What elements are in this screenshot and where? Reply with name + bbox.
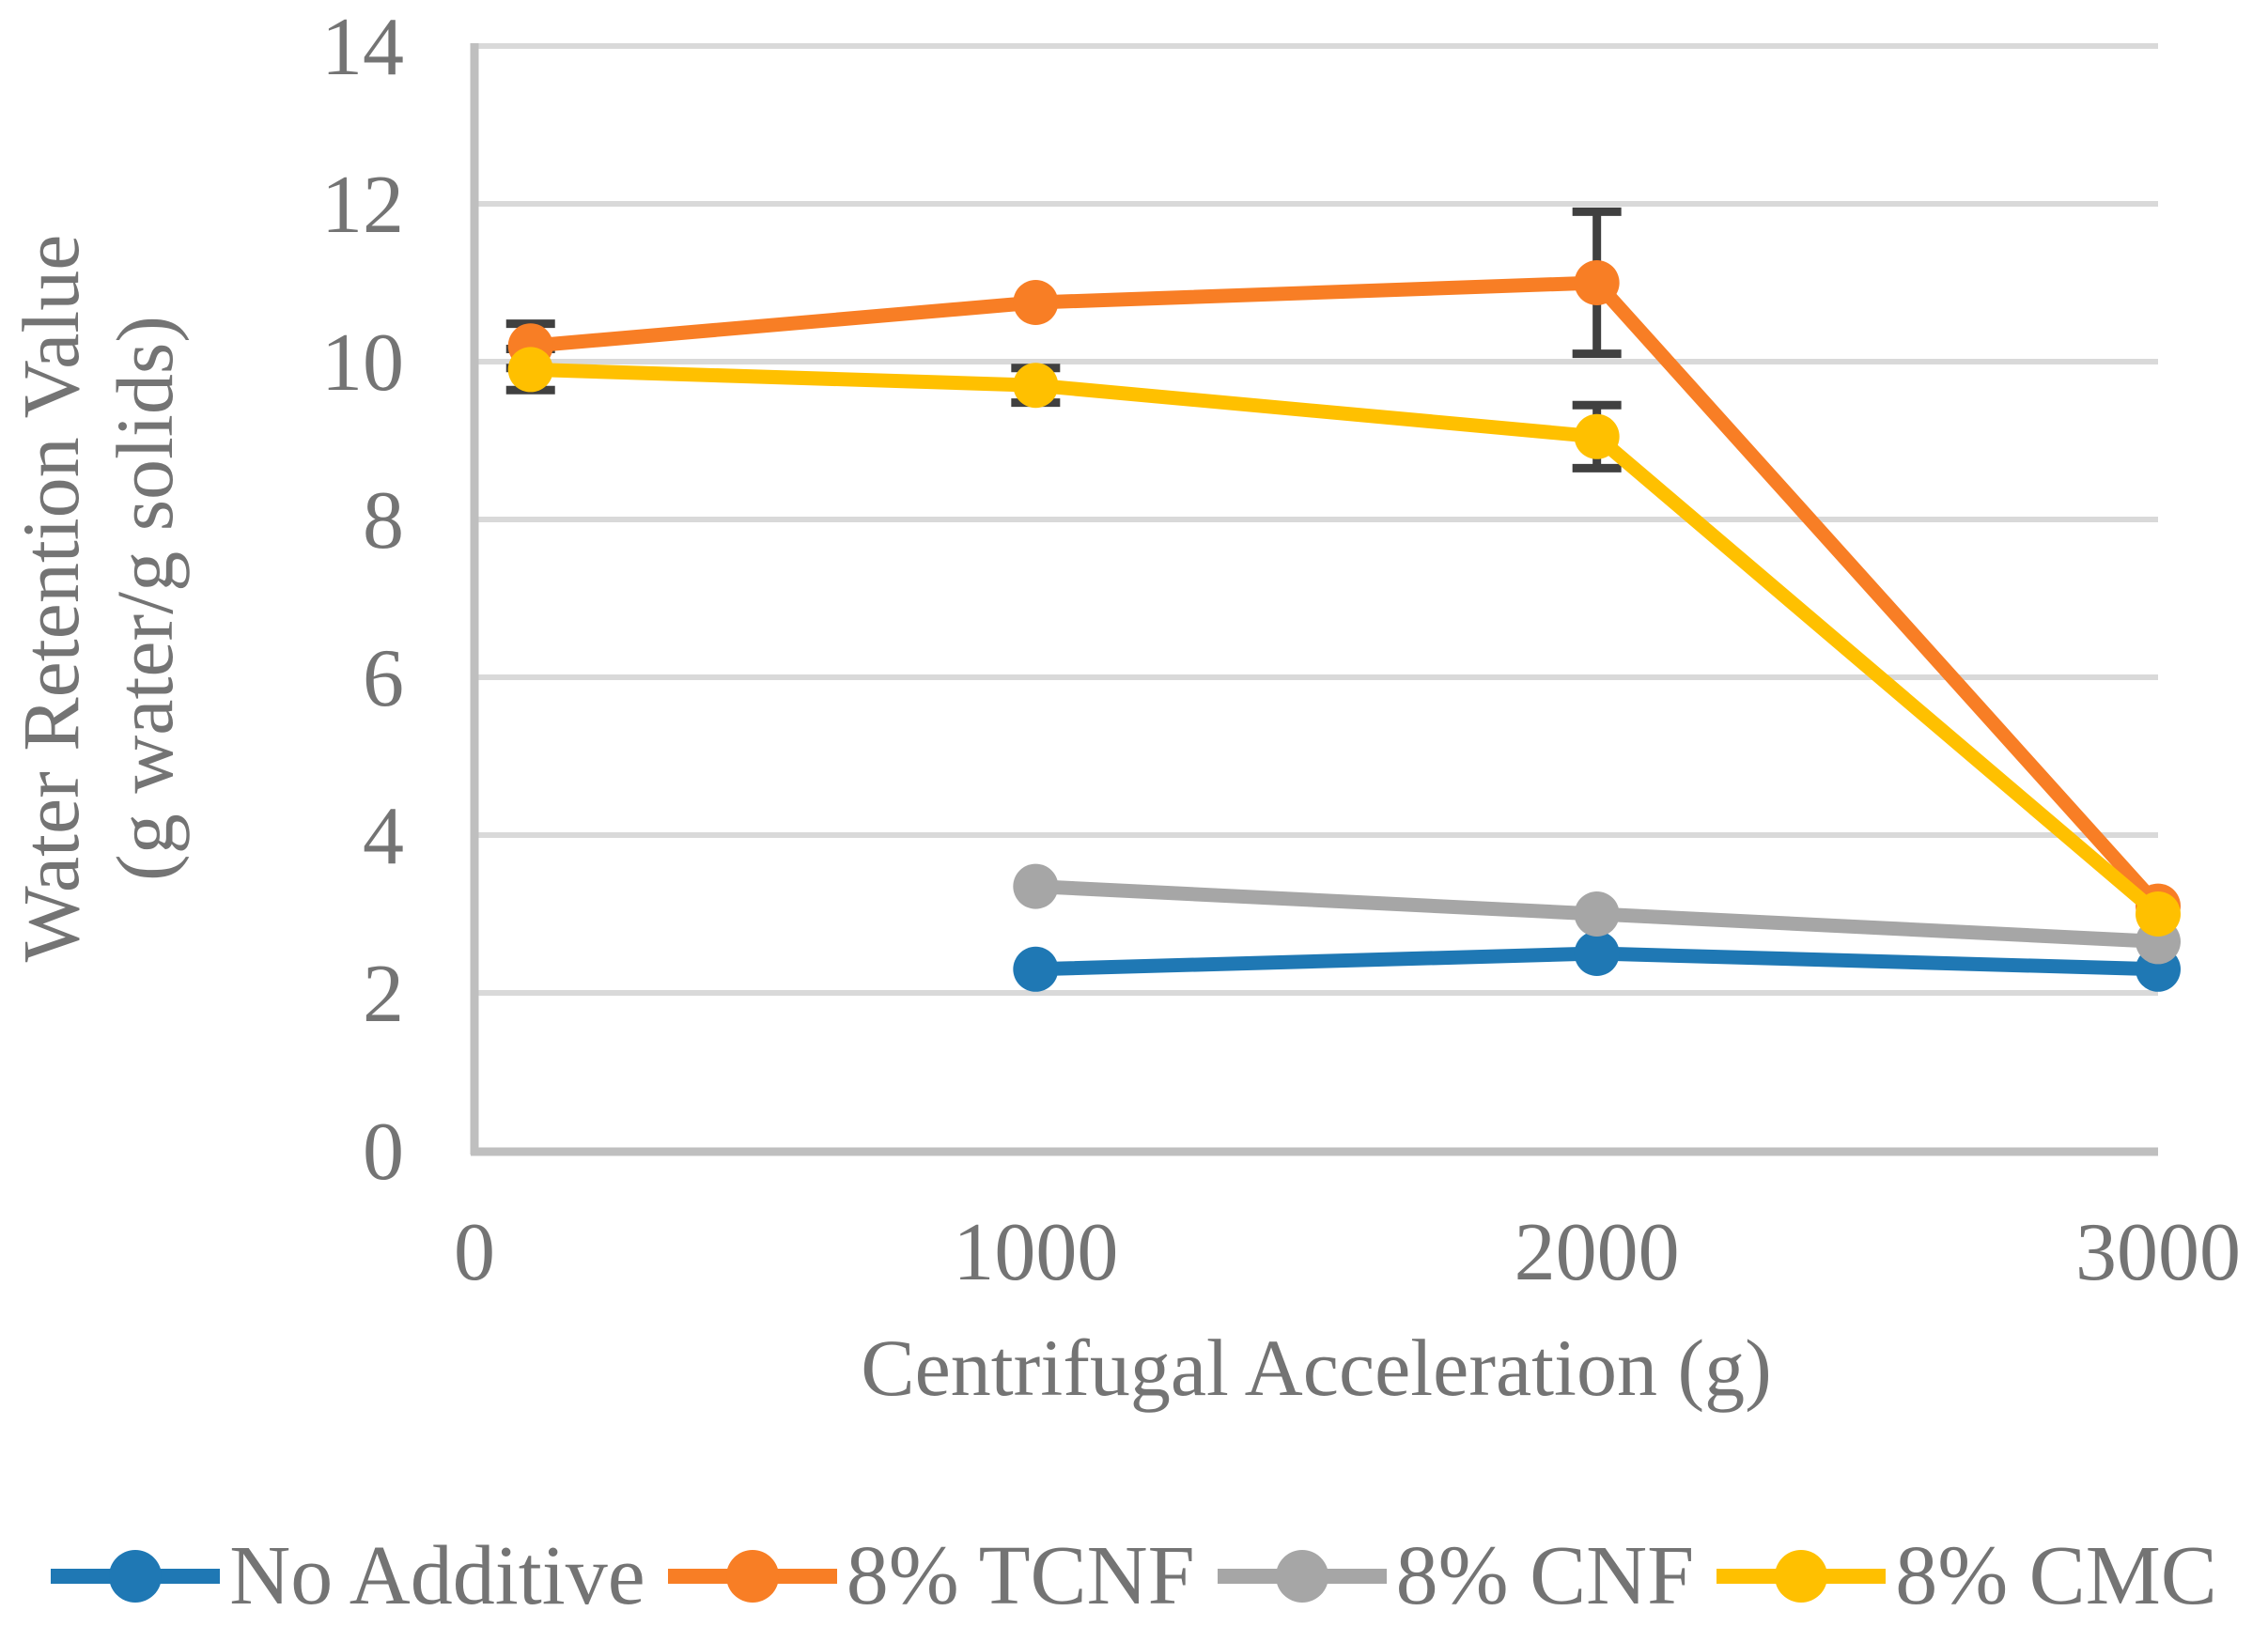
legend-dot <box>109 1549 163 1603</box>
legend-label: No Additive <box>229 1529 645 1622</box>
legend-marker-icon <box>51 1549 221 1603</box>
x-tick-label: 1000 <box>953 1207 1118 1298</box>
data-point-marker <box>1013 946 1059 992</box>
data-point-marker <box>1013 863 1059 909</box>
legend-marker-icon <box>1717 1549 1887 1603</box>
legend-item-8-cnf: 8% CNF <box>1217 1527 1695 1624</box>
series-line <box>523 362 2166 922</box>
data-point-marker <box>1574 260 1620 305</box>
y-tick-label: 12 <box>321 160 404 251</box>
legend-dot <box>1775 1549 1828 1603</box>
x-tick-label: 0 <box>454 1207 495 1298</box>
y-axis-title: Water Retention Value (g water/g solids) <box>4 157 192 1040</box>
data-point-marker <box>1013 280 1059 325</box>
x-axis-title: Centrifugal Acceleration (g) <box>861 1323 1772 1413</box>
y-tick-label: 4 <box>363 791 404 882</box>
y-tick-label: 8 <box>363 475 404 566</box>
legend-label: 8% CNF <box>1395 1529 1695 1622</box>
x-tick-label: 3000 <box>2075 1207 2241 1298</box>
data-point-marker <box>1013 363 1059 409</box>
data-point-marker <box>1574 413 1620 459</box>
legend-label: 8% CMC <box>1895 1529 2217 1622</box>
legend-marker-icon <box>667 1549 837 1603</box>
legend-label: 8% TCNF <box>846 1529 1195 1622</box>
data-point-marker <box>2136 891 2181 937</box>
legend-item-8-tcnf: 8% TCNF <box>667 1527 1195 1624</box>
data-point-marker <box>507 347 553 393</box>
legend-dot <box>725 1549 779 1603</box>
y-tick-label: 6 <box>363 633 404 724</box>
y-tick-label: 14 <box>321 2 404 93</box>
data-point-marker <box>1574 931 1620 976</box>
x-tick-label: 2000 <box>1515 1207 1680 1298</box>
series-line <box>523 275 2166 914</box>
data-point-marker <box>1574 891 1620 937</box>
y-tick-label: 10 <box>321 318 404 409</box>
y-tick-label: 2 <box>363 949 404 1040</box>
legend-dot <box>1275 1549 1328 1603</box>
y-axis-title-line1: Water Retention Value <box>6 234 96 963</box>
y-axis-title-line2: (g water/g solids) <box>100 316 190 881</box>
y-tick-label: 0 <box>363 1107 404 1198</box>
legend-item-8-cmc: 8% CMC <box>1717 1527 2217 1624</box>
legend-marker-icon <box>1217 1549 1387 1603</box>
legend: No Additive 8% TCNF 8% CNF 8% CMC <box>0 1527 2268 1624</box>
legend-item-no-additive: No Additive <box>51 1527 645 1624</box>
series-8-cmc <box>507 347 2181 937</box>
